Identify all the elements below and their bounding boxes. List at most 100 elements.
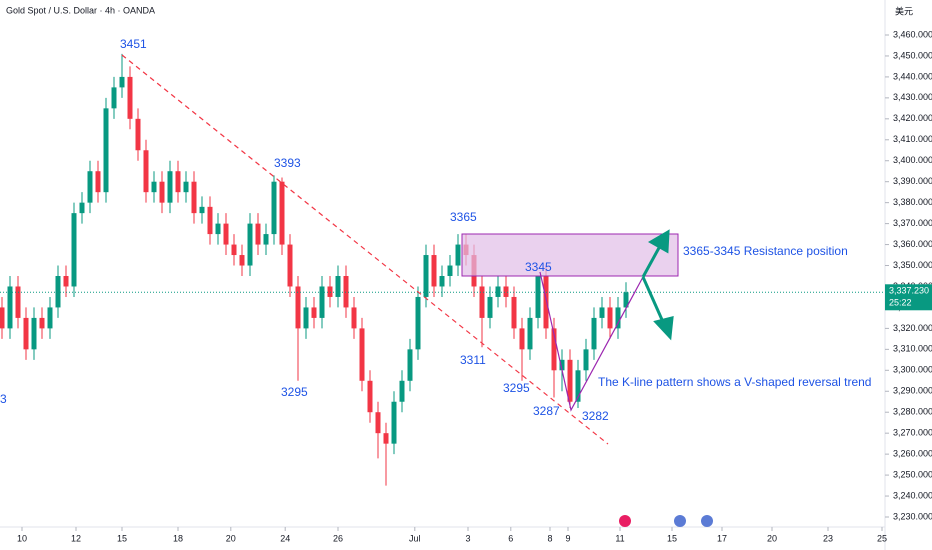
price-label: 3,270.000 xyxy=(893,428,932,438)
candle-body xyxy=(359,328,365,381)
price-label: 3,230.000 xyxy=(893,511,932,521)
time-label: 9 xyxy=(565,533,570,543)
candle-body xyxy=(487,296,493,318)
countdown: 25:22 xyxy=(889,298,912,308)
candle-body xyxy=(623,292,629,308)
time-label: 23 xyxy=(823,533,833,543)
time-label: 3 xyxy=(465,533,470,543)
candle-body xyxy=(223,223,229,245)
candle-body xyxy=(143,150,149,193)
candle-body xyxy=(151,181,157,193)
time-label: 10 xyxy=(17,533,27,543)
event-icon[interactable] xyxy=(674,515,686,527)
candle-body xyxy=(391,401,397,444)
candle-body xyxy=(303,307,309,329)
price-label: 3,410.000 xyxy=(893,134,932,144)
event-icon[interactable] xyxy=(619,515,631,527)
event-icon[interactable] xyxy=(701,515,713,527)
price-label: 3,300.000 xyxy=(893,365,932,375)
price-label: 3,460.000 xyxy=(893,29,932,39)
candle-body xyxy=(383,433,389,444)
time-label: 20 xyxy=(226,533,236,543)
time-label: 15 xyxy=(667,533,677,543)
price-label: 3,440.000 xyxy=(893,71,932,81)
arrow-up xyxy=(641,245,662,278)
candle-body xyxy=(583,349,589,371)
candle-body xyxy=(543,276,549,329)
candle-body xyxy=(551,328,557,371)
time-label: 25 xyxy=(877,533,887,543)
time-label: 8 xyxy=(547,533,552,543)
price-label: 3,420.000 xyxy=(893,113,932,123)
candle-body xyxy=(559,359,565,371)
candle-body xyxy=(0,307,5,329)
price-label: 3,250.000 xyxy=(893,469,932,479)
resistance-zone xyxy=(461,233,679,277)
candle-body xyxy=(207,206,213,235)
trend-line xyxy=(121,54,609,445)
candle-body xyxy=(263,234,269,245)
candle-body xyxy=(287,244,293,287)
candle-body xyxy=(103,108,109,193)
candle-body xyxy=(39,317,45,329)
candle-body xyxy=(87,171,93,203)
time-label: 24 xyxy=(280,533,290,543)
time-label: 12 xyxy=(71,533,81,543)
candle-body xyxy=(615,307,621,329)
price-annotation: 3365 xyxy=(450,210,477,224)
price-label: 3,280.000 xyxy=(893,407,932,417)
zone-label: 3365-3345 Resistance position xyxy=(683,244,848,258)
arrow-down xyxy=(641,276,665,323)
candle-body xyxy=(495,286,501,297)
marks xyxy=(0,34,889,531)
candle-body xyxy=(479,286,485,318)
price-label: 3,240.000 xyxy=(893,490,932,500)
candle-body xyxy=(503,286,509,297)
price-label: 3,390.000 xyxy=(893,176,932,186)
price-annotation: 3295 xyxy=(503,381,530,395)
price-annotation: 3451 xyxy=(120,37,147,51)
candle-body xyxy=(591,317,597,350)
candle-body xyxy=(415,296,421,350)
price-label: 3,290.000 xyxy=(893,386,932,396)
candle-body xyxy=(279,181,285,245)
candle-body xyxy=(447,265,453,276)
candle-body xyxy=(175,171,181,193)
pattern-note: The K-line pattern shows a V-shaped reve… xyxy=(598,375,871,389)
price-annotation: 3 xyxy=(0,392,7,406)
time-label: 17 xyxy=(717,533,727,543)
candle-body xyxy=(95,171,101,193)
candle-body xyxy=(295,286,301,329)
chart-title: Gold Spot / U.S. Dollar · 4h · OANDA xyxy=(6,5,155,15)
candle-body xyxy=(335,276,341,297)
current-price-label: 3,337.230 xyxy=(889,286,929,296)
price-label: 3,430.000 xyxy=(893,92,932,102)
candle-body xyxy=(111,87,117,109)
candle-body xyxy=(191,181,197,214)
candle-body xyxy=(119,76,125,88)
candle-body xyxy=(511,296,517,329)
price-label: 3,320.000 xyxy=(893,323,932,333)
candle-body xyxy=(71,213,77,287)
price-label: 3,400.000 xyxy=(893,155,932,165)
price-label: 3,360.000 xyxy=(893,239,932,249)
candle-body xyxy=(215,223,221,235)
candle-body xyxy=(63,276,69,287)
price-label: 3,380.000 xyxy=(893,197,932,207)
candle-body xyxy=(127,76,133,119)
candle-body xyxy=(327,286,333,297)
candle-body xyxy=(167,171,173,203)
time-label: Jul xyxy=(409,533,421,543)
candle-body xyxy=(311,307,317,318)
candle-body xyxy=(527,317,533,350)
candle-body xyxy=(567,359,573,402)
candle-body xyxy=(431,255,437,287)
price-label: 3,370.000 xyxy=(893,218,932,228)
arrows xyxy=(641,229,674,341)
candle-body xyxy=(367,380,373,413)
time-label: 6 xyxy=(508,533,513,543)
candle-body xyxy=(159,181,165,203)
candle-body xyxy=(55,276,61,308)
arrow-up-head xyxy=(647,229,670,254)
v-pattern xyxy=(539,271,644,412)
